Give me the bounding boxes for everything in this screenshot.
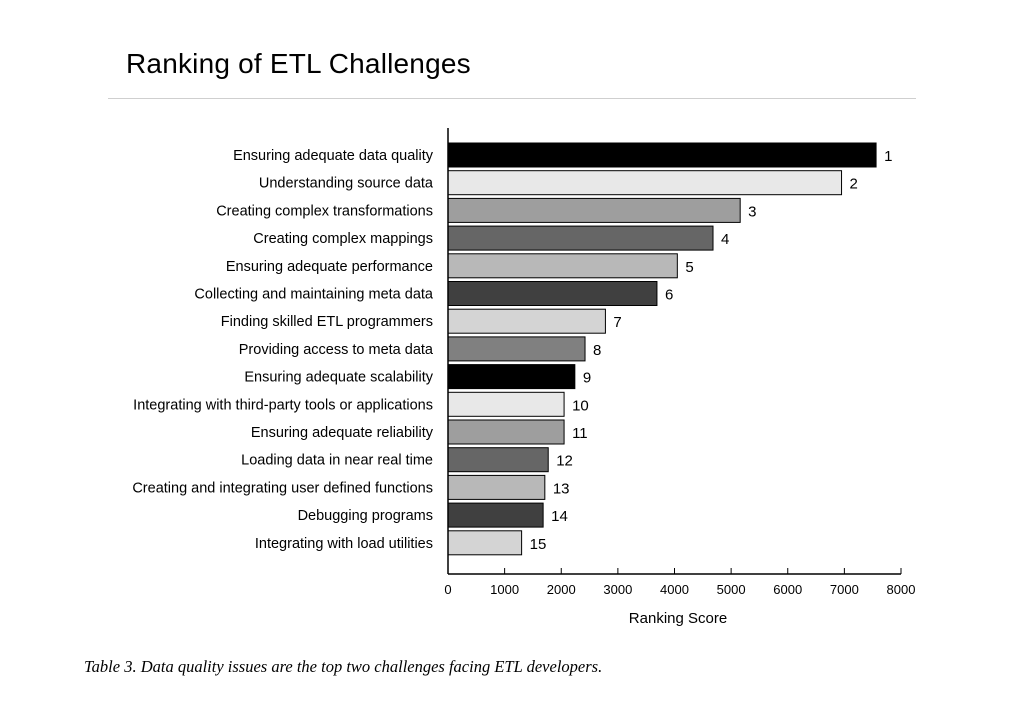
category-label: Debugging programs: [298, 508, 433, 524]
bar: [447, 530, 523, 556]
x-tick-label: 5000: [717, 582, 746, 597]
bar: [447, 474, 546, 500]
category-label: Creating complex transformations: [216, 203, 433, 219]
category-label: Integrating with load utilities: [255, 536, 433, 552]
x-tick-label: 3000: [603, 582, 632, 597]
category-label: Creating complex mappings: [253, 231, 433, 247]
caption-prefix: Table 3.: [84, 657, 137, 676]
bar: [447, 502, 544, 528]
x-ticks-group: 0 1000 2000 3000 4000 5000 6000 7000 8000: [444, 568, 915, 597]
rank-label: 5: [685, 259, 693, 276]
x-tick-label: 2000: [547, 582, 576, 597]
bar: [447, 447, 549, 473]
category-label: Providing access to meta data: [239, 342, 434, 358]
category-label: Finding skilled ETL programmers: [221, 314, 433, 330]
x-axis-title: Ranking Score: [629, 610, 727, 627]
category-labels-group: Ensuring adequate data quality Understand…: [132, 148, 434, 552]
category-label: Ensuring adequate performance: [226, 259, 433, 275]
rank-label: 10: [572, 397, 589, 414]
bar: [447, 170, 843, 196]
category-label: Ensuring adequate reliability: [251, 425, 434, 441]
rank-label: 13: [553, 480, 570, 497]
bar: [447, 391, 565, 417]
x-tick-label: 7000: [830, 582, 859, 597]
rank-label: 2: [850, 176, 858, 193]
rank-label: 11: [572, 425, 588, 442]
bar: [447, 281, 658, 306]
bar: [447, 225, 714, 251]
category-label: Loading data in near real time: [241, 453, 433, 469]
bar: [447, 308, 606, 334]
x-tick-label: 6000: [773, 582, 802, 597]
rank-label: 15: [530, 536, 547, 553]
category-label: Ensuring adequate data quality: [233, 148, 434, 164]
chart-title: Ranking of ETL Challenges: [126, 48, 471, 79]
category-label: Collecting and maintaining meta data: [194, 287, 434, 303]
rank-label: 12: [556, 453, 573, 470]
bar: [447, 336, 586, 362]
rank-label: 14: [551, 508, 568, 525]
rank-label: 1: [884, 148, 892, 165]
category-label: Ensuring adequate scalability: [244, 370, 433, 386]
rank-label: 4: [721, 231, 729, 248]
bars-group: [447, 142, 877, 556]
rank-label: 3: [748, 203, 756, 220]
bar: [447, 142, 877, 168]
rank-label: 6: [665, 287, 673, 304]
bar: [447, 364, 576, 390]
caption-text: Data quality issues are the top two chal…: [136, 657, 603, 676]
rank-label: 8: [593, 342, 601, 359]
category-label: Creating and integrating user defined fu…: [132, 480, 433, 496]
bar: [447, 253, 678, 279]
category-label: Integrating with third-party tools or ap…: [133, 397, 433, 413]
x-tick-label: 4000: [660, 582, 689, 597]
rank-label: 9: [583, 370, 591, 387]
figure-caption: Table 3. Data quality issues are the top…: [84, 657, 602, 677]
x-tick-label: 0: [444, 582, 451, 597]
x-tick-label: 1000: [490, 582, 519, 597]
bar: [447, 197, 741, 223]
bar: [447, 419, 565, 445]
title-divider: [108, 98, 916, 99]
rank-label: 7: [613, 314, 621, 331]
category-label: Understanding source data: [259, 176, 434, 192]
x-tick-label: 8000: [887, 582, 916, 597]
